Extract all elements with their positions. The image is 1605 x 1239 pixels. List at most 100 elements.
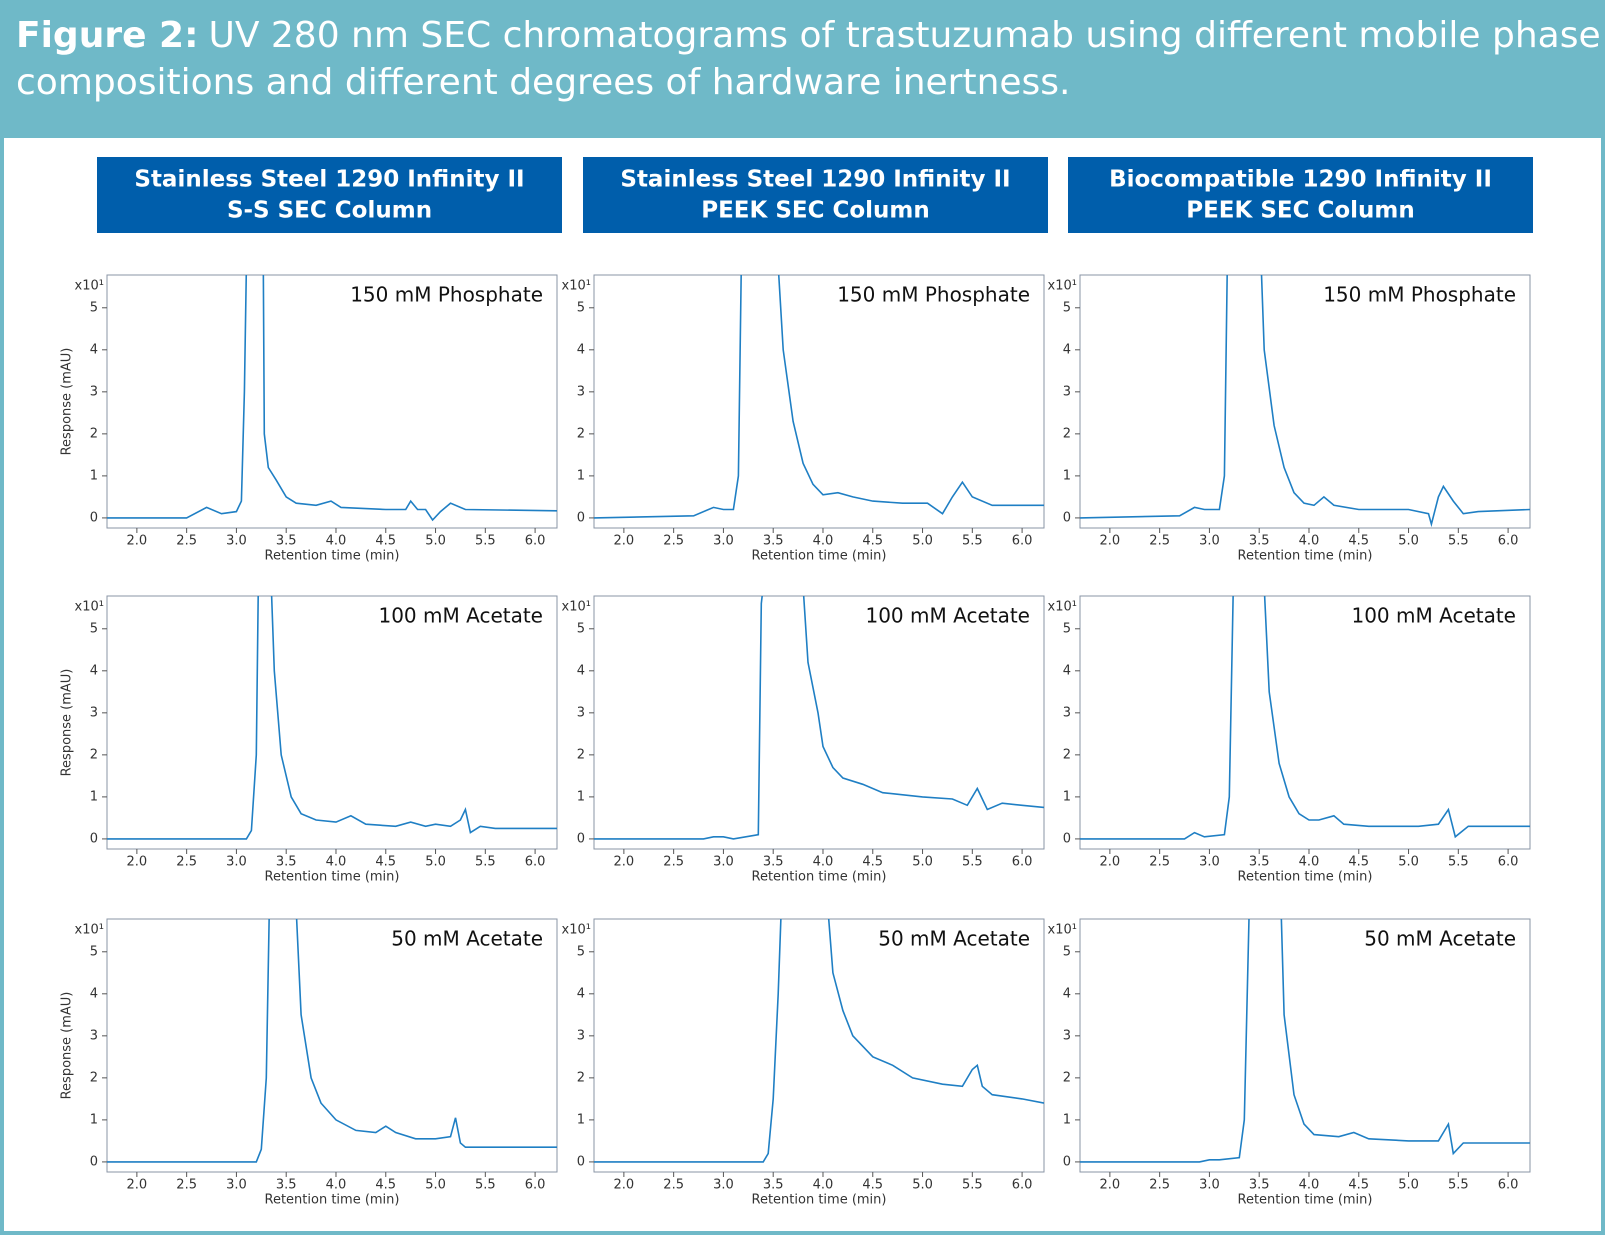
- x-tick-label: 3.0: [226, 1178, 247, 1193]
- x-tick-label: 5.0: [425, 855, 446, 870]
- y-tick-label: 4: [577, 663, 585, 678]
- x-tick-label: 4.5: [862, 855, 883, 870]
- y-tick-label: 4: [90, 986, 98, 1001]
- figure-title-line: UV 280 nm SEC chromatograms of trastuzum…: [208, 15, 1600, 56]
- x-tick-label: 2.0: [614, 855, 635, 870]
- x-tick-label: 2.5: [663, 534, 684, 549]
- x-tick-label: 4.5: [1348, 855, 1369, 870]
- annotation: 150 mM Phosphate: [350, 283, 543, 307]
- x-tick-label: 4.5: [862, 1178, 883, 1193]
- x-tick-label: 4.5: [1348, 1178, 1369, 1193]
- trace: [1080, 596, 1530, 840]
- y-tick-label: 1: [90, 468, 98, 483]
- x-tick-label: 5.5: [475, 855, 496, 870]
- x-tick-label: 4.0: [326, 855, 347, 870]
- annotation: 50 mM Acetate: [1364, 927, 1516, 951]
- x-tick-label: 5.0: [425, 534, 446, 549]
- plot-area: [593, 274, 1045, 529]
- y-tick-label: 1: [90, 789, 98, 804]
- x-tick-label: 3.5: [1249, 855, 1270, 870]
- x-tick-label: 3.5: [763, 1178, 784, 1193]
- annotation: 100 mM Acetate: [1351, 604, 1516, 628]
- column-header-text: Biocompatible 1290 Infinity II: [1109, 167, 1492, 193]
- y-tick-label: 0: [1063, 831, 1071, 846]
- x-tick-label: 4.5: [862, 534, 883, 549]
- trace: [1080, 919, 1530, 1163]
- y-tick-label: 1: [1063, 789, 1071, 804]
- x-tick-label: 3.0: [713, 855, 734, 870]
- x-tick-label: 2.0: [614, 534, 635, 549]
- y-tick-label: 3: [577, 1028, 585, 1043]
- x-tick-label: 4.0: [326, 1178, 347, 1193]
- header-band: [0, 0, 1605, 138]
- y-tick-label: 2: [577, 426, 585, 441]
- y-tick-label: 4: [1063, 986, 1071, 1001]
- y-tick-label: 2: [90, 1070, 98, 1085]
- column-header-text: PEEK SEC Column: [1186, 198, 1415, 224]
- y-tick-label: 3: [90, 1028, 98, 1043]
- x-tick-label: 2.0: [127, 855, 148, 870]
- trace: [107, 275, 557, 522]
- y-tick-label: 2: [90, 426, 98, 441]
- y-multiplier: x10¹: [75, 600, 104, 615]
- trace: [1080, 275, 1530, 528]
- x-tick-label: 6.0: [1498, 1178, 1519, 1193]
- y-multiplier: x10¹: [1048, 279, 1077, 294]
- x-tick-label: 5.0: [912, 534, 933, 549]
- y-tick-label: 1: [577, 789, 585, 804]
- column-header-text: PEEK SEC Column: [701, 198, 930, 224]
- x-tick-label: 5.5: [1448, 855, 1469, 870]
- y-tick-label: 5: [1063, 944, 1071, 959]
- y-tick-label: 3: [1063, 1028, 1071, 1043]
- y-tick-label: 0: [577, 831, 585, 846]
- y-tick-label: 3: [1063, 705, 1071, 720]
- y-tick-label: 0: [90, 1154, 98, 1169]
- figure-title-line: compositions and different degrees of ha…: [16, 62, 1071, 103]
- y-tick-label: 1: [90, 1112, 98, 1127]
- x-tick-label: 6.0: [525, 1178, 546, 1193]
- x-tick-label: 4.5: [375, 1178, 396, 1193]
- x-tick-label: 2.5: [176, 855, 197, 870]
- column-header-text: Stainless Steel 1290 Infinity II: [134, 167, 524, 193]
- x-tick-label: 4.0: [1299, 1178, 1320, 1193]
- x-tick-label: 6.0: [1498, 855, 1519, 870]
- y-tick-label: 0: [1063, 510, 1071, 525]
- x-tick-label: 3.0: [1199, 1178, 1220, 1193]
- x-tick-label: 6.0: [525, 855, 546, 870]
- annotation: 100 mM Acetate: [378, 604, 543, 628]
- x-tick-label: 2.5: [1149, 534, 1170, 549]
- x-tick-label: 5.5: [962, 855, 983, 870]
- y-tick-label: 5: [577, 944, 585, 959]
- x-tick-label: 2.5: [1149, 1178, 1170, 1193]
- y-tick-label: 4: [1063, 342, 1071, 357]
- x-axis-label: Retention time (min): [752, 549, 887, 564]
- y-tick-label: 3: [577, 705, 585, 720]
- x-tick-label: 4.0: [1299, 534, 1320, 549]
- trace: [594, 596, 1044, 840]
- column-header: [1068, 157, 1533, 233]
- x-tick-label: 4.0: [813, 855, 834, 870]
- y-tick-label: 4: [577, 342, 585, 357]
- trace: [594, 275, 1044, 519]
- x-tick-label: 3.0: [1199, 534, 1220, 549]
- x-tick-label: 3.5: [1249, 1178, 1270, 1193]
- x-axis-label: Retention time (min): [752, 1193, 887, 1208]
- x-tick-label: 3.5: [276, 1178, 297, 1193]
- x-axis-label: Retention time (min): [1238, 549, 1373, 564]
- x-tick-label: 4.0: [813, 534, 834, 549]
- trace: [107, 919, 557, 1163]
- x-axis-label: Retention time (min): [265, 549, 400, 564]
- y-tick-label: 5: [90, 621, 98, 636]
- y-tick-label: 4: [90, 663, 98, 678]
- plot-area: [1079, 274, 1531, 529]
- y-multiplier: x10¹: [1048, 923, 1077, 938]
- x-tick-label: 3.5: [276, 534, 297, 549]
- x-tick-label: 5.0: [1398, 534, 1419, 549]
- x-axis-label: Retention time (min): [1238, 1193, 1373, 1208]
- y-multiplier: x10¹: [1048, 600, 1077, 615]
- x-tick-label: 4.0: [326, 534, 347, 549]
- x-tick-label: 5.5: [962, 534, 983, 549]
- column-header-text: S-S SEC Column: [227, 198, 432, 224]
- x-tick-label: 3.0: [226, 855, 247, 870]
